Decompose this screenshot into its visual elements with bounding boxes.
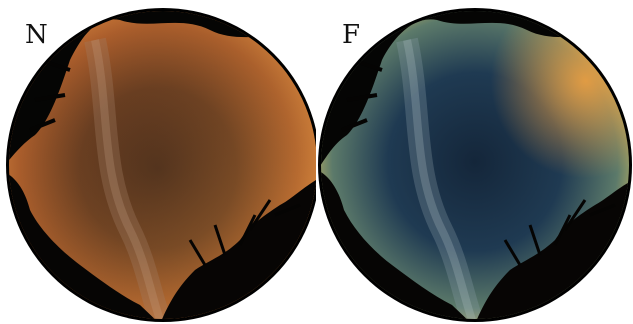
panel-f: F — [317, 0, 633, 324]
panel-label: N — [25, 20, 48, 50]
fisheye-sky-image-f — [318, 8, 632, 322]
panel-n: N — [0, 0, 316, 324]
fisheye-sky-image-n — [6, 8, 316, 322]
panel-label: F — [342, 20, 361, 50]
